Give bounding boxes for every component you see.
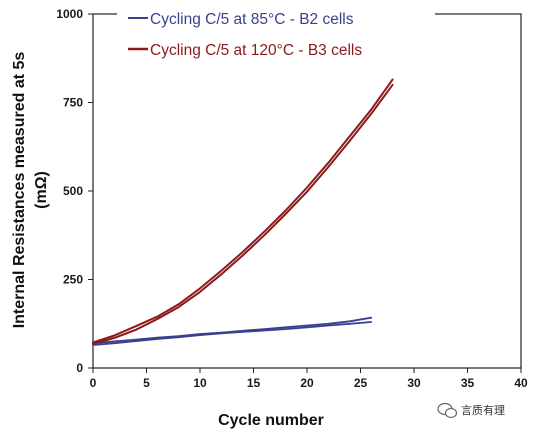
legend-box xyxy=(117,2,435,66)
series-line-b3-1 xyxy=(92,78,394,344)
legend: Cycling C/5 at 85°C - B2 cells Cycling C… xyxy=(117,2,435,66)
x-tick-label: 25 xyxy=(354,376,368,390)
y-axis-label-line2: (mΩ) xyxy=(33,171,50,209)
y-axis-label-line1: Internal Resistances measured at 5s xyxy=(11,52,28,329)
watermark: 言质有理 xyxy=(437,402,505,419)
y-axis-label: Internal Resistances measured at 5s (mΩ) xyxy=(11,52,50,329)
series-line-b2-2 xyxy=(92,321,373,346)
x-tick-label: 20 xyxy=(300,376,314,390)
legend-label-b2: Cycling C/5 at 85°C - B2 cells xyxy=(150,11,354,28)
y-tick-label: 750 xyxy=(63,96,83,110)
x-tick-label: 15 xyxy=(247,376,261,390)
x-tick-label: 0 xyxy=(90,376,97,390)
x-tick-label: 5 xyxy=(143,376,150,390)
axes: 0 5 10 15 20 25 30 35 40 0 250 500 750 1000 xyxy=(56,7,528,390)
y-tick-label: 250 xyxy=(63,273,83,287)
legend-label-b3: Cycling C/5 at 120°C - B3 cells xyxy=(150,42,362,59)
y-tick-label: 500 xyxy=(63,184,83,198)
y-tick-label: 1000 xyxy=(56,7,83,21)
watermark-text: 言质有理 xyxy=(461,403,505,417)
x-tick-label: 10 xyxy=(193,376,207,390)
wechat-icon xyxy=(437,402,458,419)
y-tick-label: 0 xyxy=(76,361,83,375)
x-tick-label: 35 xyxy=(461,376,475,390)
x-tick-label: 30 xyxy=(407,376,421,390)
series-group xyxy=(92,78,394,346)
series-line-b3-2 xyxy=(92,83,394,345)
x-axis-label: Cycle number xyxy=(218,412,324,429)
x-tick-label: 40 xyxy=(514,376,528,390)
